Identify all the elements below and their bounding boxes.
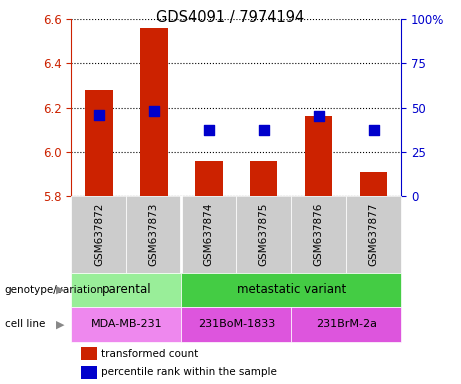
Point <box>315 113 322 119</box>
Bar <box>71 196 126 273</box>
Text: GSM637876: GSM637876 <box>313 202 324 266</box>
Text: GSM637873: GSM637873 <box>149 202 159 266</box>
Text: ▶: ▶ <box>56 285 64 295</box>
Point <box>150 108 158 114</box>
Bar <box>71 307 181 342</box>
Bar <box>250 161 278 196</box>
Text: percentile rank within the sample: percentile rank within the sample <box>101 367 278 377</box>
Point <box>205 127 213 134</box>
Bar <box>360 172 387 196</box>
Text: 231BrM-2a: 231BrM-2a <box>316 319 377 329</box>
Bar <box>85 90 112 196</box>
Text: GSM637877: GSM637877 <box>369 202 378 266</box>
Text: parental: parental <box>101 283 151 296</box>
Bar <box>140 28 168 196</box>
Bar <box>71 273 181 307</box>
Bar <box>126 196 181 273</box>
Bar <box>305 116 332 196</box>
Bar <box>291 307 401 342</box>
Text: transformed count: transformed count <box>101 349 199 359</box>
Point <box>260 127 267 134</box>
Text: ▶: ▶ <box>56 319 64 329</box>
Point <box>95 111 103 118</box>
Text: GSM637872: GSM637872 <box>94 202 104 266</box>
Bar <box>291 196 346 273</box>
Bar <box>181 273 401 307</box>
Bar <box>195 161 223 196</box>
Text: GSM637875: GSM637875 <box>259 202 269 266</box>
Bar <box>236 196 291 273</box>
Bar <box>181 307 291 342</box>
Text: genotype/variation: genotype/variation <box>5 285 104 295</box>
Text: GSM637874: GSM637874 <box>204 202 214 266</box>
Text: MDA-MB-231: MDA-MB-231 <box>90 319 162 329</box>
Text: 231BoM-1833: 231BoM-1833 <box>198 319 275 329</box>
Bar <box>346 196 401 273</box>
Text: GDS4091 / 7974194: GDS4091 / 7974194 <box>156 10 305 25</box>
Bar <box>181 196 236 273</box>
Text: metastatic variant: metastatic variant <box>236 283 346 296</box>
Text: cell line: cell line <box>5 319 45 329</box>
Point <box>370 127 377 134</box>
